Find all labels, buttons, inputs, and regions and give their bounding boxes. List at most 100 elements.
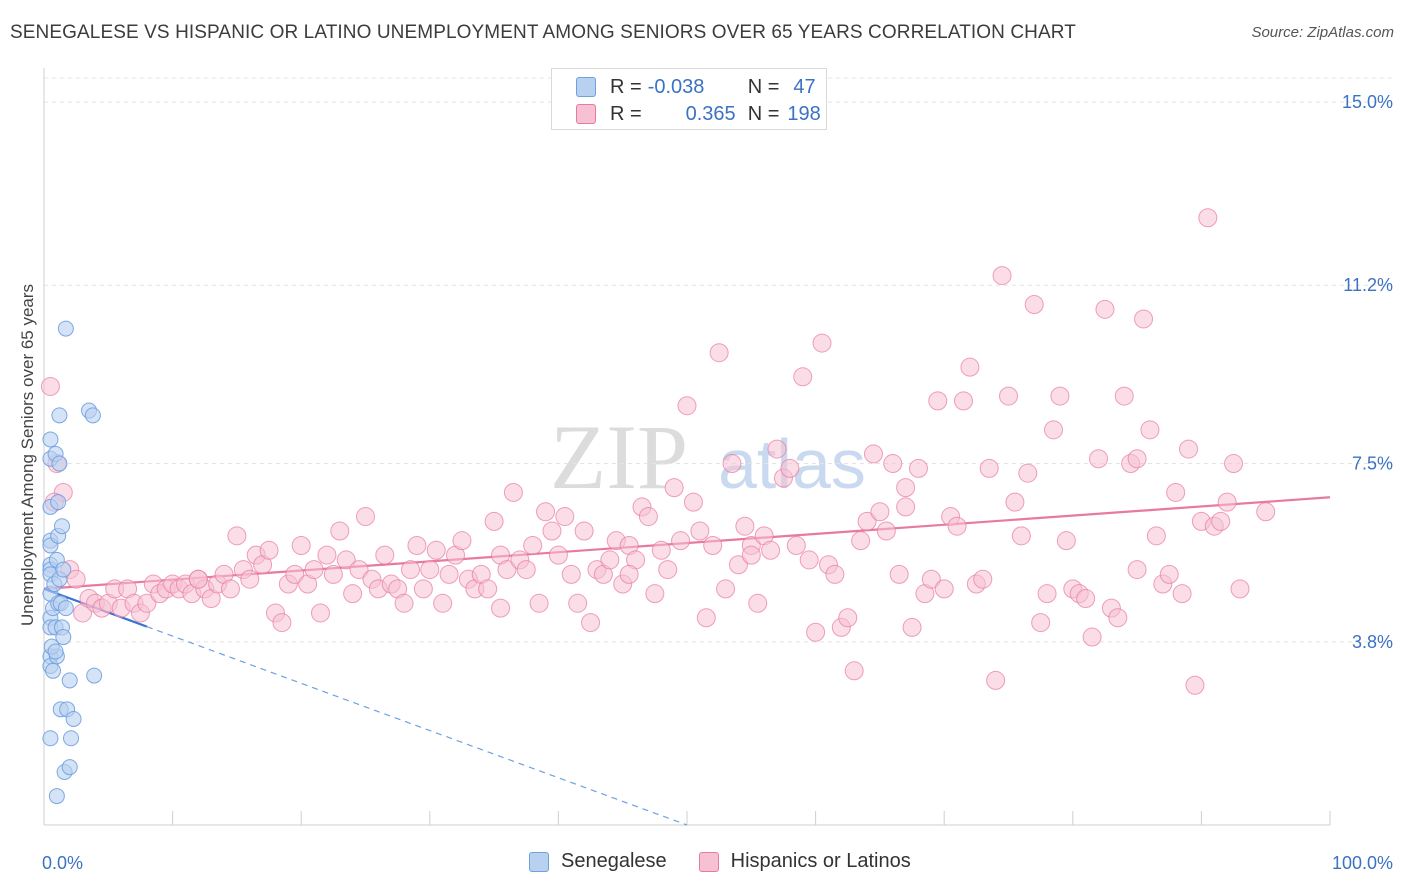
data-point-hispanics	[741, 545, 761, 565]
series-legend: Senegalese Hispanics or Latinos	[529, 850, 943, 873]
y-tick-label: 15.0%	[1342, 92, 1393, 112]
data-point-senegalese	[51, 407, 68, 424]
data-point-hispanics	[1146, 526, 1166, 546]
data-point-hispanics	[317, 545, 337, 565]
data-point-hispanics	[310, 603, 330, 623]
data-point-senegalese	[48, 788, 65, 805]
legend-series-name: Hispanics or Latinos	[730, 850, 911, 872]
data-point-hispanics	[1056, 531, 1076, 551]
watermark-zip: ZIP	[550, 406, 688, 508]
data-point-hispanics	[561, 564, 581, 584]
data-point-hispanics	[1127, 560, 1147, 580]
data-point-hispanics	[497, 560, 517, 580]
data-point-hispanics	[786, 535, 806, 555]
data-point-hispanics	[986, 670, 1006, 690]
data-point-hispanics	[735, 516, 755, 536]
data-point-hispanics	[928, 391, 948, 411]
data-point-hispanics	[394, 593, 414, 613]
source-label: Source: ZipAtlas.com	[1251, 24, 1394, 41]
x-tick-label-max: 100.0%	[1332, 853, 1393, 873]
data-point-senegalese	[84, 407, 101, 424]
data-point-hispanics	[683, 492, 703, 512]
data-point-hispanics	[1005, 492, 1025, 512]
legend-r-label: R =	[610, 102, 642, 125]
data-point-hispanics	[259, 540, 279, 560]
data-point-senegalese	[50, 494, 67, 511]
data-point-hispanics	[542, 521, 562, 541]
data-point-hispanics	[1127, 449, 1147, 469]
legend-swatch-pink	[698, 851, 719, 872]
data-point-hispanics	[863, 444, 883, 464]
data-point-hispanics	[1011, 526, 1031, 546]
data-point-hispanics	[1256, 502, 1276, 522]
data-point-senegalese	[54, 518, 71, 535]
data-point-hispanics	[478, 579, 498, 599]
data-point-hispanics	[574, 521, 594, 541]
data-point-hispanics	[1108, 608, 1128, 628]
data-point-hispanics	[413, 579, 433, 599]
legend-item-senegalese: Senegalese	[529, 850, 667, 873]
legend-series-name: Senegalese	[561, 850, 667, 872]
data-point-senegalese	[57, 600, 74, 617]
data-point-hispanics	[902, 617, 922, 637]
data-point-hispanics	[851, 531, 871, 551]
data-point-hispanics	[645, 584, 665, 604]
data-point-hispanics	[304, 560, 324, 580]
data-point-hispanics	[857, 511, 877, 531]
data-point-hispanics	[227, 526, 247, 546]
data-point-hispanics	[1076, 588, 1096, 608]
data-point-hispanics	[401, 560, 421, 580]
data-point-hispanics	[548, 545, 568, 565]
data-point-hispanics	[1114, 386, 1134, 406]
data-point-hispanics	[921, 569, 941, 589]
data-point-hispanics	[291, 535, 311, 555]
data-point-hispanics	[696, 608, 716, 628]
data-point-senegalese	[57, 320, 74, 337]
data-point-hispanics	[285, 564, 305, 584]
data-point-hispanics	[973, 569, 993, 589]
data-point-hispanics	[716, 579, 736, 599]
data-point-hispanics	[619, 564, 639, 584]
data-point-hispanics	[568, 593, 588, 613]
data-point-hispanics	[420, 560, 440, 580]
data-point-hispanics	[1024, 295, 1044, 315]
legend-item-hispanics: Hispanics or Latinos	[698, 850, 911, 873]
correlation-legend: R = -0.038 N = 47 R = 0.365 N = 198	[551, 68, 827, 130]
data-point-hispanics	[960, 357, 980, 377]
legend-row-hispanics: R = 0.365 N = 198	[576, 101, 821, 127]
data-point-hispanics	[1230, 579, 1250, 599]
data-point-hispanics	[188, 569, 208, 589]
data-point-hispanics	[992, 266, 1012, 286]
data-point-hispanics	[323, 564, 343, 584]
data-point-hispanics	[137, 593, 157, 613]
data-point-hispanics	[1211, 511, 1231, 531]
y-tick-label: 11.2%	[1343, 275, 1393, 295]
data-point-hispanics	[671, 531, 691, 551]
data-point-senegalese	[65, 710, 82, 727]
data-point-hispanics	[908, 458, 928, 478]
data-point-hispanics	[722, 454, 742, 474]
data-point-hispanics	[1217, 492, 1237, 512]
y-tick-label: 7.5%	[1352, 454, 1393, 474]
data-point-hispanics	[1018, 463, 1038, 483]
data-point-hispanics	[336, 550, 356, 570]
data-point-hispanics	[516, 560, 536, 580]
data-point-hispanics	[1089, 449, 1109, 469]
data-point-hispanics	[870, 502, 890, 522]
data-point-hispanics	[947, 516, 967, 536]
data-point-hispanics	[407, 535, 427, 555]
data-point-senegalese	[86, 667, 103, 684]
data-point-hispanics	[1134, 309, 1154, 329]
data-point-hispanics	[780, 458, 800, 478]
data-point-hispanics	[651, 540, 671, 560]
data-point-hispanics	[1172, 584, 1192, 604]
legend-r-value: -0.038	[647, 75, 705, 98]
data-point-hispanics	[503, 482, 523, 502]
data-point-hispanics	[600, 550, 620, 570]
data-point-hispanics	[838, 608, 858, 628]
data-point-hispanics	[953, 391, 973, 411]
data-point-hispanics	[426, 540, 446, 560]
data-point-hispanics	[690, 521, 710, 541]
data-point-hispanics	[658, 560, 678, 580]
legend-n-value: 47	[793, 75, 816, 98]
